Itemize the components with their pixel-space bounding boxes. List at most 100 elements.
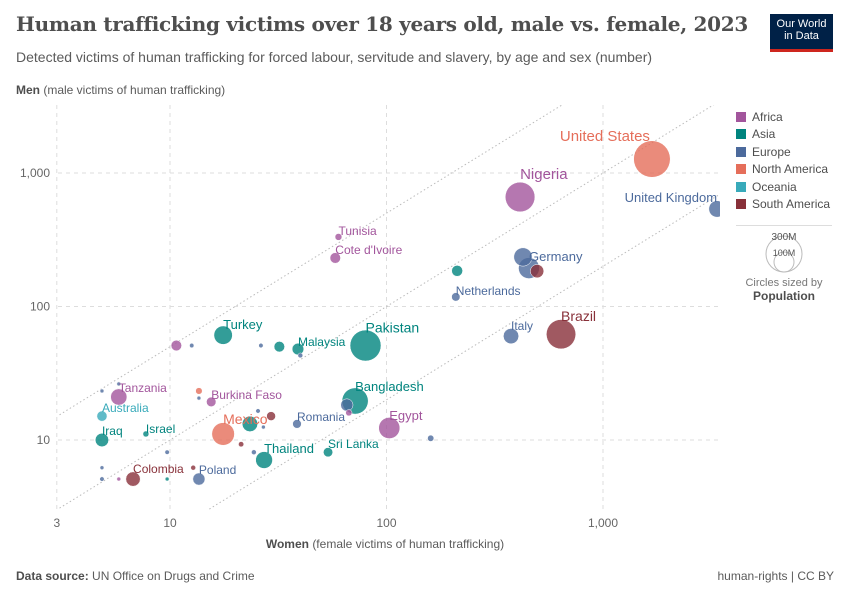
legend-item[interactable]: North America [736,161,830,179]
y-axis-label-rest: (male victims of human trafficking) [43,83,226,97]
x-tick-label: 3 [53,516,60,530]
data-source: Data source: UN Office on Drugs and Crim… [16,569,255,583]
point-label: Malaysia [298,335,346,349]
data-point [297,352,304,359]
point-label: United States [560,128,650,145]
legend-label: Africa [752,109,783,124]
data-point [546,319,576,350]
legend-item[interactable]: Africa [736,108,830,126]
y-tick-label: 1,000 [20,166,50,180]
source-text: UN Office on Drugs and Crime [92,569,255,583]
point-label: Netherlands [456,284,521,298]
legend-label: Europe [752,144,791,159]
source-label: Data source: [16,569,89,583]
data-point [451,265,463,277]
size-label-small: 100M [773,248,796,258]
legend-label: South America [752,197,831,212]
point-label: Romania [297,410,345,424]
data-point [513,247,533,267]
data-point [164,449,170,455]
data-point [349,329,382,362]
data-point [206,396,217,407]
data-point [323,447,333,458]
x-tick-label: 1,000 [588,516,618,530]
point-label: Colombia [133,462,184,476]
size-legend: 300M 100M Circles sized by Population [736,225,832,303]
legend-item[interactable]: South America [736,196,830,214]
point-label: Tanzania [119,381,167,395]
x-axis-label-rest: (female victims of human trafficking) [312,537,505,551]
data-point [116,476,122,482]
plot-area [58,105,720,510]
data-point [504,181,536,213]
size-legend-variable: Population [753,289,815,303]
point-label: Egypt [389,408,423,423]
point-label: Cote d'Ivoire [335,243,402,257]
data-point [345,409,353,417]
legend-item[interactable]: Oceania [736,178,830,196]
data-point [189,343,195,349]
data-point [99,476,105,482]
data-point [190,465,196,471]
data-point [164,476,170,482]
point-label: Thailand [264,441,314,456]
y-tick-label: 10 [37,433,51,447]
point-label: Germany [529,249,583,264]
data-point [255,451,273,469]
legend-item[interactable]: Asia [736,126,830,144]
legend-item[interactable]: Europe [736,143,830,161]
data-point [96,410,108,422]
x-axis-label-bold: Women [265,537,309,551]
data-point [99,465,105,470]
owid-logo[interactable]: Our World in Data [770,14,833,52]
data-point [378,417,401,439]
point-label: Sri Lanka [328,437,379,451]
point-label: Mexico [223,411,268,427]
point-label: Nigeria [520,166,568,183]
y-axis-label: Men (male victims of human trafficking) [16,83,225,97]
logo-line2: in Data [784,30,819,42]
data-point [95,433,109,447]
size-circle-small [773,251,795,273]
data-point [451,292,461,302]
data-point [633,140,671,178]
x-tick-label: 10 [163,516,177,530]
data-point [427,434,435,442]
data-point [261,424,266,430]
size-legend-circles: 300M 100M [765,232,803,273]
point-label: Burkina Faso [211,388,282,402]
data-point [258,343,264,349]
legend-swatch [736,111,746,122]
reference-line [58,105,715,510]
data-point [211,422,235,446]
logo-line1: Our World [776,18,827,30]
data-point [125,471,141,487]
legend-swatch [736,199,746,210]
license[interactable]: human-rights | CC BY [717,569,835,583]
data-point [196,395,202,401]
point-label: Bangladesh [355,379,424,394]
legend-swatch [736,181,746,192]
size-label-big: 300M [771,232,796,243]
data-point [170,339,182,352]
data-point [142,430,150,438]
data-point [195,387,203,395]
data-point [213,325,233,345]
reference-line [58,105,563,417]
point-label: Pakistan [366,320,420,336]
data-point [251,449,257,455]
data-point [241,415,258,432]
point-label: Tunisia [338,224,377,238]
y-tick-label: 100 [30,300,50,314]
legend-swatch [736,129,746,140]
data-point [292,419,302,429]
data-point [99,388,105,394]
point-label: Turkey [223,317,263,332]
legend-label: Asia [752,127,776,142]
data-point [503,328,519,345]
legend-swatch [736,164,746,175]
point-label: Brazil [561,308,596,324]
reference-line [206,193,720,510]
data-point [708,200,720,218]
